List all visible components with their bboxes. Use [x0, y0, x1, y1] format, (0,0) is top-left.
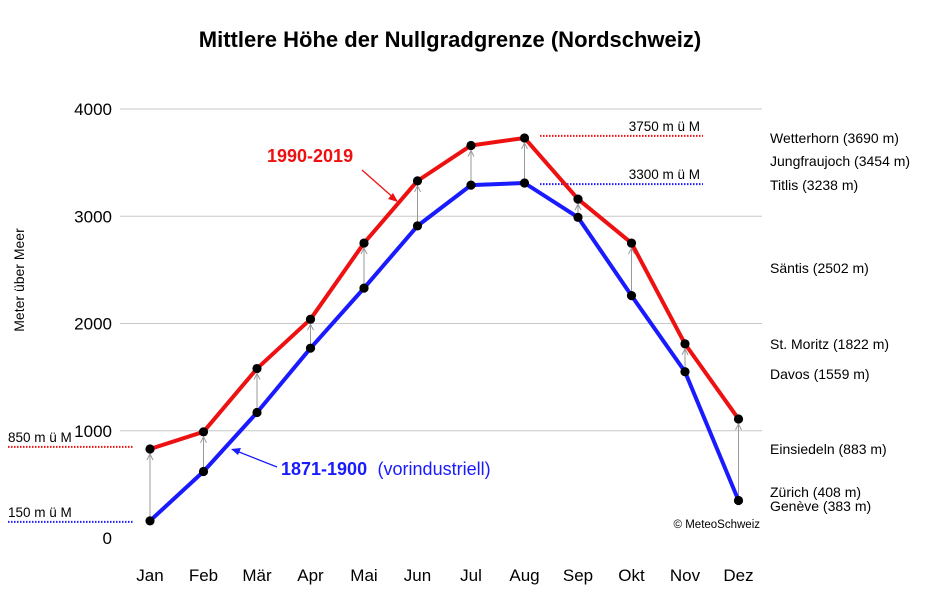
x-tick-label: Okt: [618, 566, 645, 585]
x-tick-label: Mär: [242, 566, 272, 585]
label-1990-2019: 1990-2019: [267, 146, 398, 202]
x-tick-label: Jul: [460, 566, 482, 585]
x-tick-label: Dez: [723, 566, 753, 585]
data-point: [733, 414, 744, 424]
data-point: [252, 363, 262, 374]
data-point: [519, 178, 530, 188]
data-point: [680, 339, 690, 349]
data-point: [305, 314, 316, 324]
station-labels: Wetterhorn (3690 m) Jungfraujoch (3454 m)…: [770, 130, 910, 514]
reference-lines: 3750 m ü M 3300 m ü M 850 m ü M 150 m ü M: [8, 119, 703, 523]
difference-arrow-head: [681, 347, 689, 356]
data-point: [573, 212, 583, 222]
pointer-1990-2019-head: [388, 193, 398, 202]
data-point: [466, 180, 476, 190]
data-point: [626, 291, 637, 301]
series-label-1871-1900: 1871-1900: [281, 459, 367, 479]
series-line-1990-2019: [149, 135, 741, 451]
svg-text:1871-1900 (vorindustriel: 1871-1900 (vorindustriell): [281, 459, 491, 479]
x-tick-label: Sep: [563, 566, 593, 585]
difference-arrow-head: [467, 149, 475, 157]
series-line-1871-1900: [148, 181, 741, 523]
x-tick-label: Feb: [189, 566, 218, 585]
reference-line-label: 850 m ü M: [8, 430, 72, 445]
difference-arrow-head: [253, 372, 261, 380]
pointer-1871-1900-head: [231, 448, 241, 455]
y-tick-labels: 0 1000 2000 3000 4000: [74, 100, 112, 548]
x-tick-label: Nov: [670, 566, 701, 585]
data-point: [733, 495, 744, 506]
station-label: Jungfraujoch (3454 m): [770, 153, 910, 169]
series-points: [145, 133, 744, 526]
source-label: © MeteoSchweiz: [674, 519, 761, 531]
difference-arrow-head: [360, 246, 368, 255]
series-label-1990-2019: 1990-2019: [267, 146, 353, 166]
pointer-1871-1900: [233, 449, 278, 468]
difference-arrows: [146, 141, 742, 517]
y-tick-label: 1000: [74, 422, 112, 441]
y-tick-label: 0: [103, 529, 112, 548]
station-label: Titlis (3238 m): [770, 177, 858, 193]
data-point: [359, 238, 369, 248]
difference-arrow-head: [628, 246, 635, 255]
data-point: [359, 283, 369, 293]
data-point: [680, 367, 690, 377]
data-point: [519, 133, 530, 143]
station-label: St. Moritz (1822 m): [770, 336, 889, 352]
data-point: [252, 407, 262, 418]
series-lines: [148, 135, 741, 523]
difference-arrow-head: [574, 202, 582, 211]
data-point: [412, 176, 423, 186]
reference-line-label: 3750 m ü M: [629, 119, 700, 134]
data-point: [145, 516, 155, 526]
reference-line-label: 150 m ü M: [8, 505, 72, 520]
data-point: [626, 238, 637, 248]
station-label: Zürich (408 m): [770, 484, 861, 500]
data-point: [412, 221, 423, 231]
x-tick-label: Jun: [404, 566, 431, 585]
y-axis-label: Meter über Meer: [11, 228, 27, 332]
reference-line-label: 3300 m ü M: [629, 167, 700, 182]
data-point: [466, 140, 476, 151]
data-point: [145, 444, 155, 454]
station-label: Einsiedeln (883 m): [770, 441, 887, 457]
x-tick-labels: Jan Feb Mär Apr Mai Jun Jul Aug Sep Okt Nov Dez: [136, 566, 753, 585]
x-tick-label: Aug: [509, 566, 539, 585]
station-label: Genève (383 m): [770, 498, 871, 514]
x-tick-label: Mai: [350, 566, 377, 585]
pointer-1990-2019: [361, 169, 397, 201]
y-tick-label: 2000: [74, 315, 112, 334]
station-label: Säntis (2502 m): [770, 260, 869, 276]
data-point: [305, 343, 316, 353]
data-point: [573, 194, 583, 204]
y-tick-label: 4000: [74, 100, 112, 119]
difference-arrow-head: [414, 184, 421, 193]
label-1871-1900: 1871-1900 (vorindustriell): [231, 448, 491, 479]
station-label: Wetterhorn (3690 m): [770, 130, 899, 146]
station-label: Davos (1559 m): [770, 366, 870, 382]
difference-arrow-head: [146, 452, 154, 461]
data-point: [198, 427, 209, 437]
gridlines: [120, 108, 762, 432]
x-tick-label: Apr: [297, 566, 324, 585]
series-label-vorindustriell: (vorindustriell): [378, 459, 491, 479]
chart-title: Mittlere Höhe der Nullgradgrenze (Nordsc…: [199, 27, 701, 52]
difference-arrow-head: [200, 435, 207, 444]
y-tick-label: 3000: [74, 207, 112, 226]
data-point: [198, 466, 209, 477]
x-tick-label: Jan: [136, 566, 163, 585]
difference-arrow-head: [735, 422, 742, 431]
difference-arrow-head: [521, 141, 528, 150]
difference-arrow-head: [307, 323, 314, 331]
